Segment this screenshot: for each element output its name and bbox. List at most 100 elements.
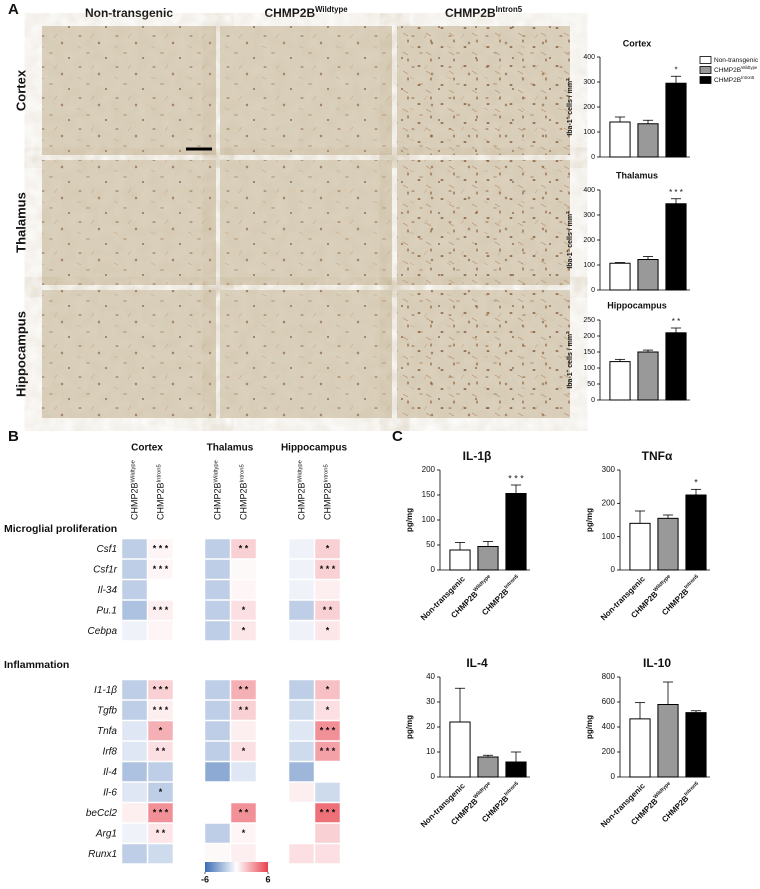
row-label: Hippocampus	[13, 311, 28, 397]
heat-cell	[121, 782, 148, 803]
heat-cell	[204, 802, 231, 823]
heat-cell	[314, 559, 341, 580]
region-header: Cortex	[131, 443, 163, 454]
bar	[637, 351, 659, 401]
x-tick-label-part: Intron5	[684, 574, 701, 591]
column-header-part: Wildtype	[315, 5, 348, 14]
x-tick-label-part: CHMP2B	[449, 590, 479, 620]
gene-label: Irf8	[103, 746, 118, 757]
y-axis-label: pg/mg	[585, 508, 594, 532]
x-tick-label-part: Wildtype	[473, 574, 493, 594]
heat-cell	[204, 782, 231, 803]
heat-cell	[204, 620, 231, 641]
heat-cell	[121, 559, 148, 580]
micrograph-cells	[397, 26, 570, 155]
bar	[629, 522, 651, 571]
bar	[657, 704, 679, 778]
heat-cell	[121, 620, 148, 641]
gene-label: Csf1	[96, 544, 117, 555]
heat-cell	[230, 538, 257, 559]
heat-cell	[204, 741, 231, 762]
heat-cell	[147, 700, 174, 721]
heat-cell	[314, 700, 341, 721]
y-axis-label-part: cells / mm	[567, 214, 574, 250]
significance: * * *	[669, 188, 683, 197]
chart-title: Cortex	[623, 38, 652, 48]
heat-cell	[204, 843, 231, 864]
significance: *	[159, 787, 163, 797]
x-tick-label-part: CHMP2B	[660, 794, 690, 824]
micrograph-cells	[397, 160, 570, 285]
heat-cell	[314, 843, 341, 864]
heat-cell	[147, 538, 174, 559]
heat-cell	[314, 538, 341, 559]
significance: * * *	[508, 473, 524, 483]
y-tick-label: 0	[591, 397, 595, 404]
heat-cell	[204, 579, 231, 600]
y-tick-label: 150	[422, 490, 436, 499]
column-label: CHMP2BIntron5	[156, 464, 166, 520]
legend-label: CHMP2BWildtype	[714, 65, 758, 74]
legend-swatch	[699, 66, 712, 74]
y-tick-label: 800	[602, 672, 616, 681]
y-tick-label: 20	[426, 722, 435, 731]
bar	[657, 517, 679, 571]
gene-label: beCcl2	[86, 808, 118, 819]
y-axis-label: pg/mg	[585, 715, 594, 739]
y-axis-label-part: pg/mg	[585, 508, 594, 532]
heat-cell	[314, 761, 341, 782]
significance: * *	[323, 605, 333, 615]
bar	[685, 494, 707, 571]
bar	[665, 203, 687, 291]
y-axis-label-part: pg/mg	[585, 715, 594, 739]
legend-label-part: Intron5	[741, 75, 755, 80]
colorbar-label: -6	[201, 874, 209, 884]
column-label-part: Wildtype	[130, 460, 136, 482]
y-tick-label: 10	[426, 747, 435, 756]
heat-cell	[230, 720, 257, 741]
heat-cell	[288, 538, 315, 559]
heat-cell	[121, 579, 148, 600]
significance: *	[242, 626, 246, 636]
gene-label: Cebpa	[88, 626, 118, 637]
group-header: Inflammation	[4, 659, 69, 671]
heat-cell	[288, 559, 315, 580]
column-header: Non-transgenic	[85, 6, 173, 20]
heat-cell	[204, 538, 231, 559]
heat-cell	[147, 741, 174, 762]
significance: * *	[239, 808, 249, 818]
gene-label: Arg1	[95, 828, 117, 839]
y-axis-label-part: pg/mg	[405, 508, 414, 532]
x-tick-label-part: CHMP2B	[629, 590, 659, 620]
gene-label: Csf1r	[93, 564, 118, 575]
y-axis-label-part: +	[565, 116, 570, 119]
column-label: CHMP2BWildtype	[297, 460, 307, 520]
significance: * *	[672, 317, 680, 326]
significance: * * *	[153, 685, 169, 695]
legend-label-part: Wildtype	[741, 65, 758, 70]
y-tick-label: 100	[422, 515, 436, 524]
heat-cell	[121, 679, 148, 700]
column-header: CHMP2BWildtype	[264, 5, 348, 21]
heat-cell	[204, 720, 231, 741]
y-tick-label: 300	[583, 79, 595, 86]
chart-title: IL-1β	[463, 449, 492, 463]
heat-cell	[147, 679, 174, 700]
group-header: Microglial proliferation	[4, 523, 117, 535]
significance: * * *	[153, 605, 169, 615]
heat-cell	[314, 620, 341, 641]
chart-title: IL-4	[466, 656, 488, 670]
significance: *	[242, 605, 246, 615]
significance: *	[326, 685, 330, 695]
y-tick-label: 200	[583, 104, 595, 111]
bar	[685, 712, 707, 778]
heat-cell	[147, 761, 174, 782]
y-axis-label-part: 2	[565, 78, 570, 81]
chart-title: IL-10	[643, 656, 671, 670]
significance: * * *	[153, 544, 169, 554]
gene-label: Il-34	[98, 585, 118, 596]
heat-cell	[288, 782, 315, 803]
y-axis-label-part: 2	[565, 211, 570, 214]
